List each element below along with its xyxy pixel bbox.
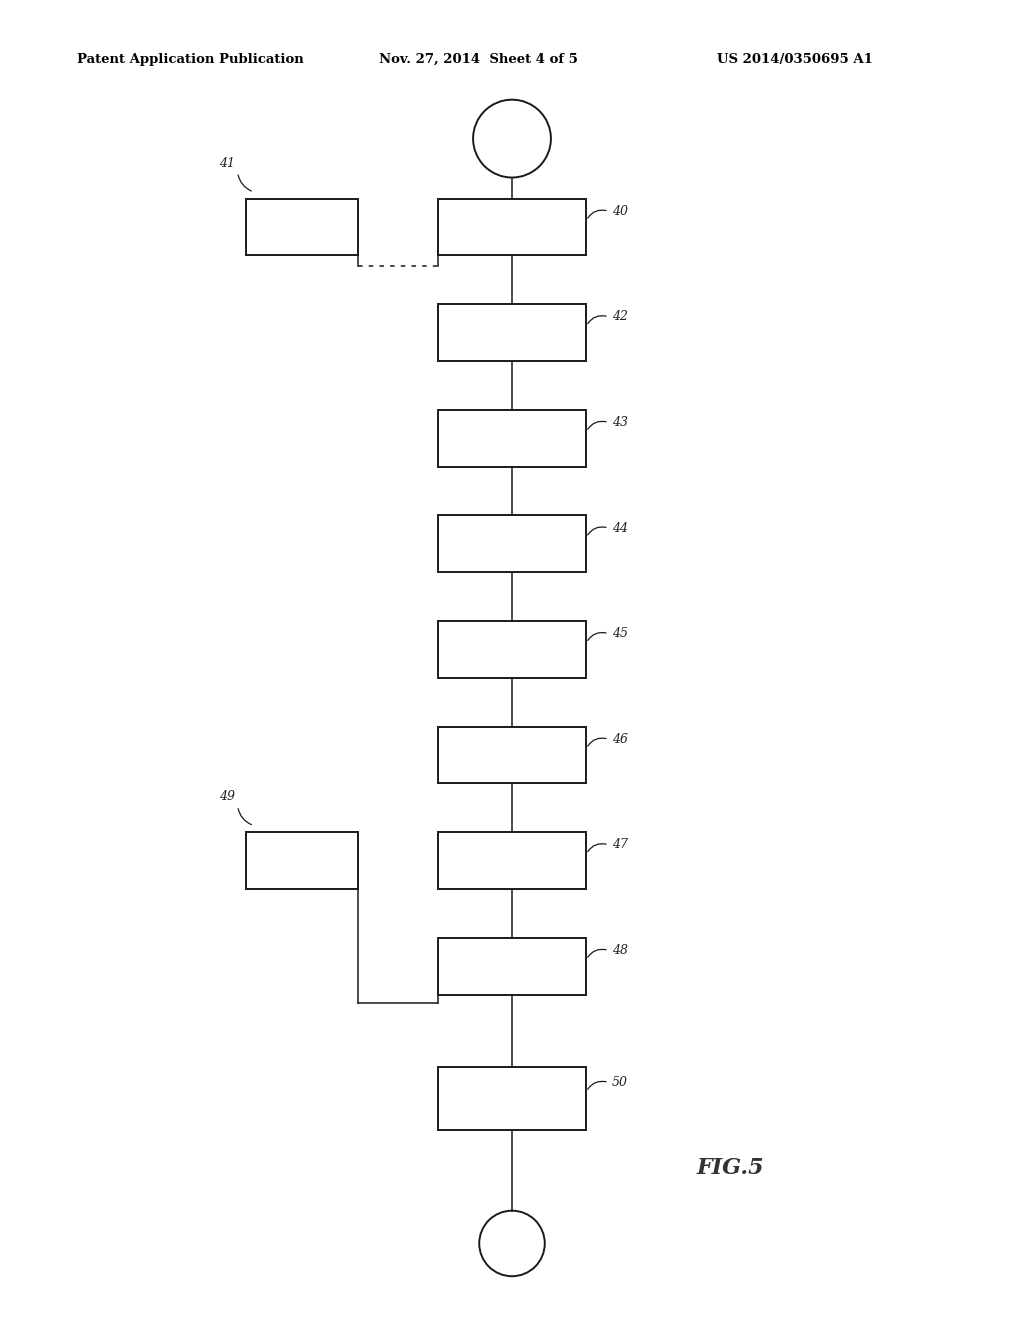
Text: Patent Application Publication: Patent Application Publication [77,53,303,66]
Text: US 2014/0350695 A1: US 2014/0350695 A1 [717,53,872,66]
Bar [438,1067,586,1130]
Bar [438,199,586,256]
Bar [438,937,586,995]
Text: FIG.5: FIG.5 [696,1158,764,1179]
Text: 43: 43 [612,416,628,429]
Text: Nov. 27, 2014  Sheet 4 of 5: Nov. 27, 2014 Sheet 4 of 5 [379,53,578,66]
Text: 42: 42 [612,310,628,323]
Text: 47: 47 [612,838,628,851]
Ellipse shape [473,100,551,177]
Text: 49: 49 [219,791,236,803]
Bar [438,305,586,360]
Bar [438,833,586,890]
Bar [438,516,586,573]
Ellipse shape [479,1210,545,1276]
Bar [438,726,586,784]
Text: 50: 50 [612,1076,628,1089]
Bar [438,409,586,466]
Bar [246,199,358,256]
Text: 46: 46 [612,733,628,746]
Text: 48: 48 [612,944,628,957]
Text: 44: 44 [612,521,628,535]
Text: 41: 41 [219,157,236,170]
Bar [438,622,586,678]
Bar [246,833,358,890]
Text: 40: 40 [612,205,628,218]
Text: 45: 45 [612,627,628,640]
